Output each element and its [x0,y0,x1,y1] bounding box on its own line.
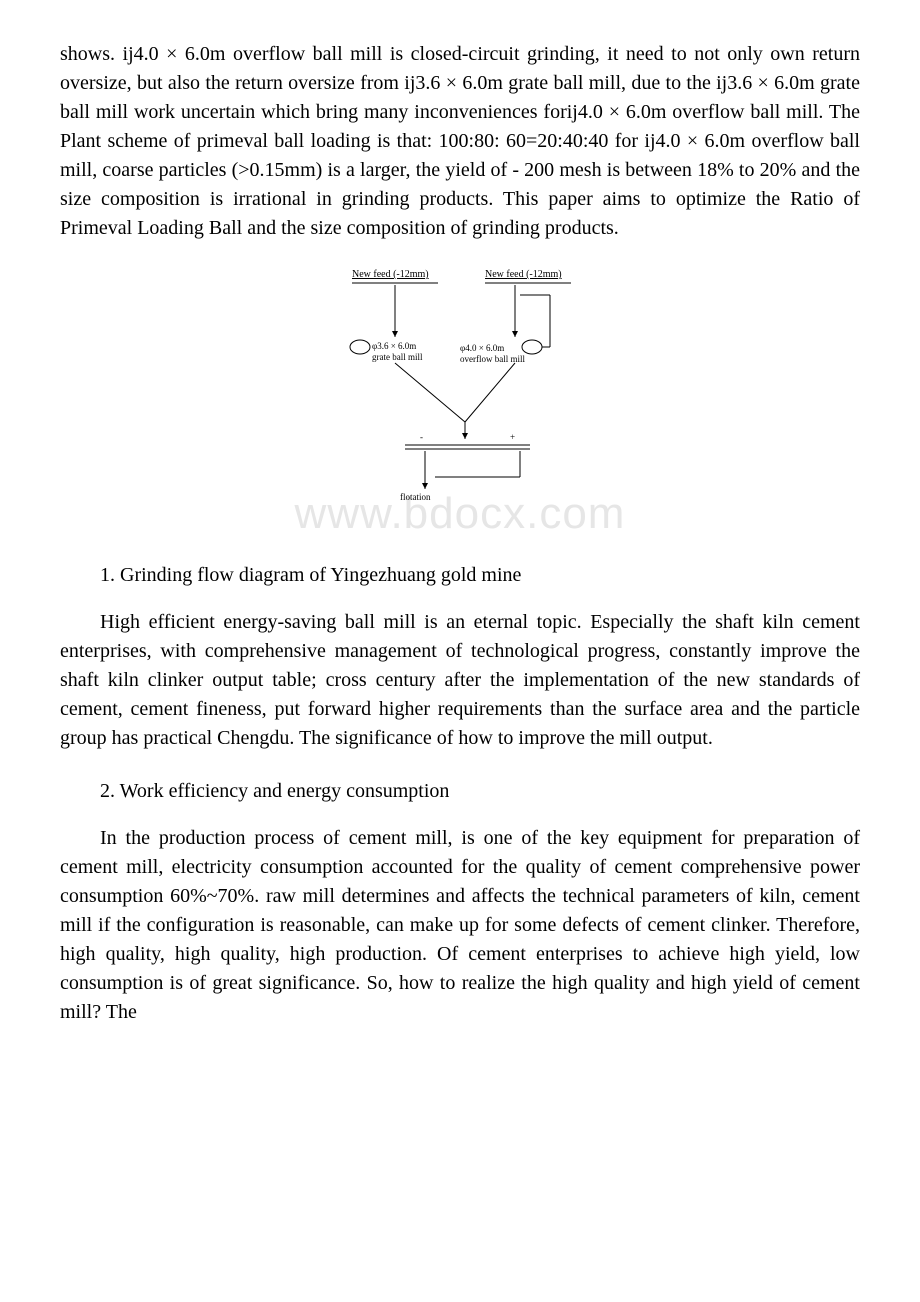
diagram-container: New feed (-12mm) New feed (-12mm) φ3.6 ×… [60,267,860,537]
intro-paragraph: shows. ij4.0 × 6.0m overflow ball mill i… [60,40,860,243]
section2-text: In the production process of cement mill… [60,824,860,1027]
section1-heading: 1. Grinding flow diagram of Yingezhuang … [60,561,860,590]
flow-diagram-svg [310,267,610,537]
grinding-flow-diagram: New feed (-12mm) New feed (-12mm) φ3.6 ×… [310,267,610,537]
section1-text: High efficient energy-saving ball mill i… [60,608,860,753]
section2-heading: 2. Work efficiency and energy consumptio… [60,777,860,806]
